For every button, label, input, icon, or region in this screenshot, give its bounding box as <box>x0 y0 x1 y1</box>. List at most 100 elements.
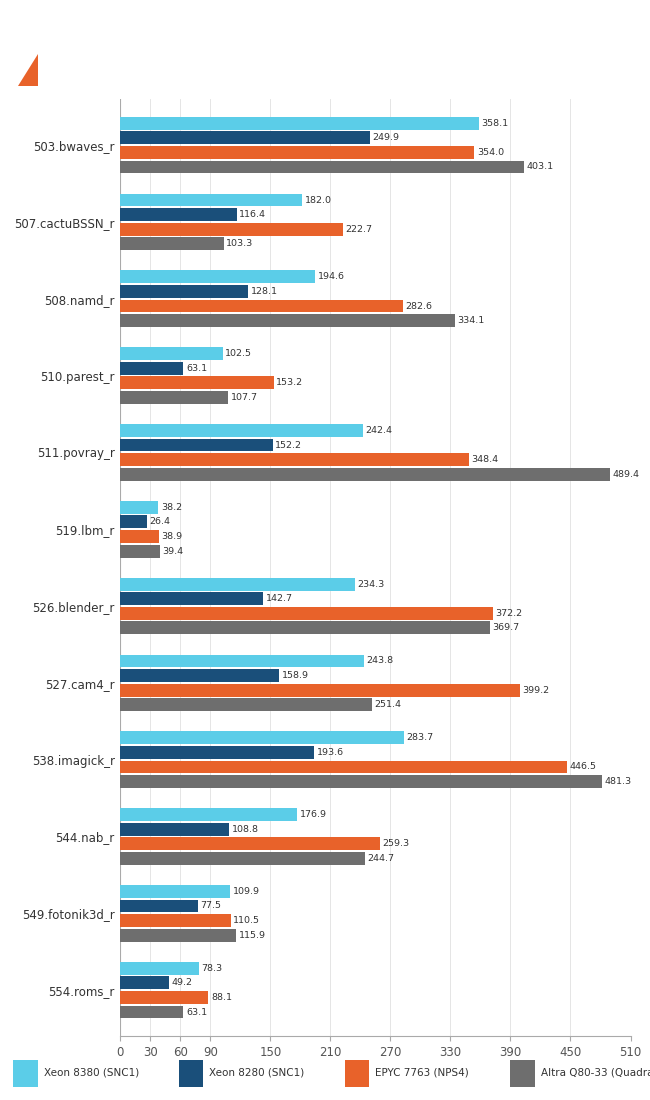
Text: 107.7: 107.7 <box>231 393 257 402</box>
Text: 102.5: 102.5 <box>226 349 252 359</box>
Text: 348.4: 348.4 <box>471 455 499 464</box>
Polygon shape <box>18 54 38 86</box>
Bar <box>120 977 170 989</box>
Text: 182.0: 182.0 <box>305 196 332 205</box>
Bar <box>120 823 229 836</box>
Text: 372.2: 372.2 <box>495 608 522 618</box>
Text: EPYC 7763 (NPS4): EPYC 7763 (NPS4) <box>375 1067 469 1078</box>
Text: 399.2: 399.2 <box>522 685 549 694</box>
Bar <box>120 592 263 605</box>
Text: 115.9: 115.9 <box>239 931 266 939</box>
Bar <box>120 914 231 927</box>
Text: 26.4: 26.4 <box>149 517 170 527</box>
Bar <box>120 1005 183 1019</box>
Bar <box>120 271 315 284</box>
Text: 39.4: 39.4 <box>162 547 183 556</box>
Text: 354.0: 354.0 <box>477 147 504 157</box>
Bar <box>120 684 519 696</box>
Text: 116.4: 116.4 <box>239 210 266 219</box>
Bar <box>120 362 183 375</box>
Text: 103.3: 103.3 <box>226 240 254 249</box>
Bar <box>120 238 224 250</box>
Text: 194.6: 194.6 <box>317 273 344 282</box>
Bar <box>120 808 297 821</box>
Bar <box>120 886 230 898</box>
Bar <box>120 453 469 466</box>
Text: 242.4: 242.4 <box>365 426 392 434</box>
Text: 481.3: 481.3 <box>604 777 631 786</box>
Text: Altra Q80-33 (Quadrant): Altra Q80-33 (Quadrant) <box>541 1067 650 1078</box>
Bar <box>120 837 380 850</box>
Text: Xeon 8280 (SNC1): Xeon 8280 (SNC1) <box>209 1067 305 1078</box>
Bar <box>120 439 272 451</box>
Bar <box>120 315 454 327</box>
Bar <box>120 732 404 745</box>
Bar <box>120 544 160 558</box>
Bar <box>120 516 147 528</box>
Bar <box>120 425 363 437</box>
Polygon shape <box>5 7 44 86</box>
Bar <box>120 621 490 635</box>
Text: Xeon 8380 (SNC1): Xeon 8380 (SNC1) <box>44 1067 139 1078</box>
Text: 249.9: 249.9 <box>372 133 400 142</box>
Text: 283.7: 283.7 <box>407 734 434 742</box>
Bar <box>179 1060 203 1087</box>
Bar <box>120 578 355 591</box>
Bar <box>120 348 223 360</box>
Text: 334.1: 334.1 <box>457 316 484 326</box>
Bar <box>120 500 159 514</box>
Bar <box>120 776 602 788</box>
Text: 108.8: 108.8 <box>231 825 259 834</box>
Text: 403.1: 403.1 <box>526 163 553 172</box>
Bar <box>120 468 610 481</box>
Bar <box>120 194 302 207</box>
Text: 244.7: 244.7 <box>367 854 395 862</box>
Bar <box>120 654 364 668</box>
Text: Score - Higher is Better - Thread Count = CPU Threads: Score - Higher is Better - Thread Count … <box>55 68 359 78</box>
Text: 63.1: 63.1 <box>186 1008 207 1016</box>
Text: 243.8: 243.8 <box>367 657 394 665</box>
Text: 251.4: 251.4 <box>374 701 401 710</box>
Text: 109.9: 109.9 <box>233 887 260 895</box>
Text: 176.9: 176.9 <box>300 810 327 820</box>
Text: 222.7: 222.7 <box>346 224 372 233</box>
Bar <box>120 669 280 682</box>
Bar <box>120 746 314 759</box>
Text: 142.7: 142.7 <box>265 594 292 603</box>
Text: 489.4: 489.4 <box>612 470 640 478</box>
Bar <box>120 530 159 543</box>
Bar <box>120 390 228 404</box>
Text: 193.6: 193.6 <box>317 748 344 757</box>
Text: 38.2: 38.2 <box>161 503 182 512</box>
Text: 78.3: 78.3 <box>201 964 222 972</box>
Text: 38.9: 38.9 <box>162 532 183 541</box>
Bar <box>120 961 199 975</box>
Bar <box>120 928 236 942</box>
Bar <box>120 131 370 144</box>
Text: 234.3: 234.3 <box>357 580 384 588</box>
Bar <box>120 285 248 298</box>
Text: 49.2: 49.2 <box>172 978 193 988</box>
Text: 446.5: 446.5 <box>569 762 597 771</box>
Bar <box>120 146 474 158</box>
Bar <box>120 698 372 711</box>
Bar <box>510 1060 535 1087</box>
Bar <box>120 223 343 235</box>
Text: 88.1: 88.1 <box>211 993 232 1002</box>
Text: 259.3: 259.3 <box>382 839 410 848</box>
Bar <box>120 161 523 174</box>
Bar <box>120 117 478 130</box>
Text: 110.5: 110.5 <box>233 916 260 925</box>
Bar <box>344 1060 369 1087</box>
Bar <box>120 760 567 773</box>
Text: 152.2: 152.2 <box>275 441 302 450</box>
Text: SPECfp2017 Rate-N Estimated Scores (1 Socket): SPECfp2017 Rate-N Estimated Scores (1 So… <box>55 21 606 40</box>
Text: 153.2: 153.2 <box>276 378 303 387</box>
Bar <box>120 607 493 619</box>
Bar <box>120 299 403 312</box>
Bar <box>120 991 209 1004</box>
Text: 358.1: 358.1 <box>481 119 508 128</box>
Text: 369.7: 369.7 <box>493 624 520 632</box>
Bar <box>120 900 198 912</box>
Bar <box>13 1060 38 1087</box>
